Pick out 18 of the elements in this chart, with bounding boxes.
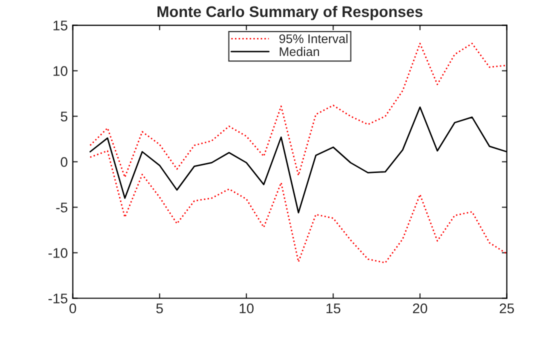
y-tick-label: 10 (54, 66, 68, 76)
legend-label: Median (280, 46, 319, 56)
x-tick-label: 20 (412, 303, 428, 314)
legend-label: 95% Interval (279, 34, 348, 44)
chart-title: Monte Carlo Summary of Responses (158, 6, 422, 20)
y-tick-label: -15 (48, 294, 68, 304)
line-series (89, 150, 507, 264)
x-tick-label: 25 (500, 303, 514, 314)
y-tick-label: 15 (54, 20, 68, 30)
y-tick-label: -10 (48, 248, 68, 258)
x-tick-label: 5 (156, 304, 163, 314)
x-tick-label: 15 (326, 304, 340, 314)
x-tick-label: 0 (69, 303, 76, 314)
y-tick-label: -5 (56, 202, 68, 212)
y-tick-label: 0 (60, 157, 68, 167)
line-series (89, 42, 507, 178)
y-tick-label: 5 (60, 112, 68, 122)
x-tick-label: 10 (240, 303, 254, 314)
